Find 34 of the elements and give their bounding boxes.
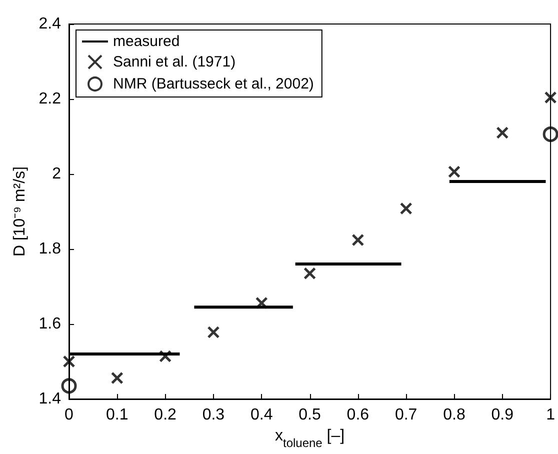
point bbox=[496, 126, 509, 139]
x-tick-label: 0.1 bbox=[106, 406, 128, 424]
y-tick-label: 1.8 bbox=[38, 240, 62, 258]
x-tick-label: 0.7 bbox=[394, 406, 418, 424]
point bbox=[159, 350, 172, 362]
y-axis-title: D [10⁻⁹ m²/s] bbox=[11, 166, 28, 257]
point bbox=[207, 326, 220, 338]
x-tick-label: 1 bbox=[546, 406, 556, 424]
y-tick-label: 2 bbox=[52, 166, 62, 182]
point bbox=[448, 166, 460, 178]
x-tick-label: 0.8 bbox=[443, 406, 466, 424]
y-tick-label: 1.4 bbox=[38, 390, 62, 408]
x-tick-label: 0 bbox=[64, 406, 74, 424]
y-tick-label: 2.4 bbox=[38, 16, 62, 32]
x-tick-label: 0.5 bbox=[298, 406, 321, 424]
point bbox=[62, 355, 76, 368]
legend-label: measured bbox=[113, 33, 180, 50]
y-tick-label: 1.6 bbox=[38, 316, 62, 332]
x-tick-label: 0.3 bbox=[202, 406, 225, 424]
point bbox=[304, 267, 316, 280]
point bbox=[61, 378, 77, 394]
point bbox=[400, 202, 412, 215]
point bbox=[352, 234, 364, 246]
point bbox=[110, 372, 124, 384]
legend-label: NMR (Bartusseck et al., 2002) bbox=[113, 76, 314, 92]
x-tick-label: 0.2 bbox=[154, 406, 177, 424]
x-tick-label: 0.4 bbox=[250, 406, 273, 424]
point bbox=[255, 296, 268, 310]
legend-label: Sanni et al. (1971) bbox=[113, 54, 236, 70]
x-tick-label: 0.9 bbox=[491, 406, 514, 424]
x-tick-label: 0.6 bbox=[346, 406, 370, 424]
point bbox=[542, 126, 558, 142]
point bbox=[544, 91, 557, 104]
y-tick-label: 2.2 bbox=[38, 90, 62, 108]
